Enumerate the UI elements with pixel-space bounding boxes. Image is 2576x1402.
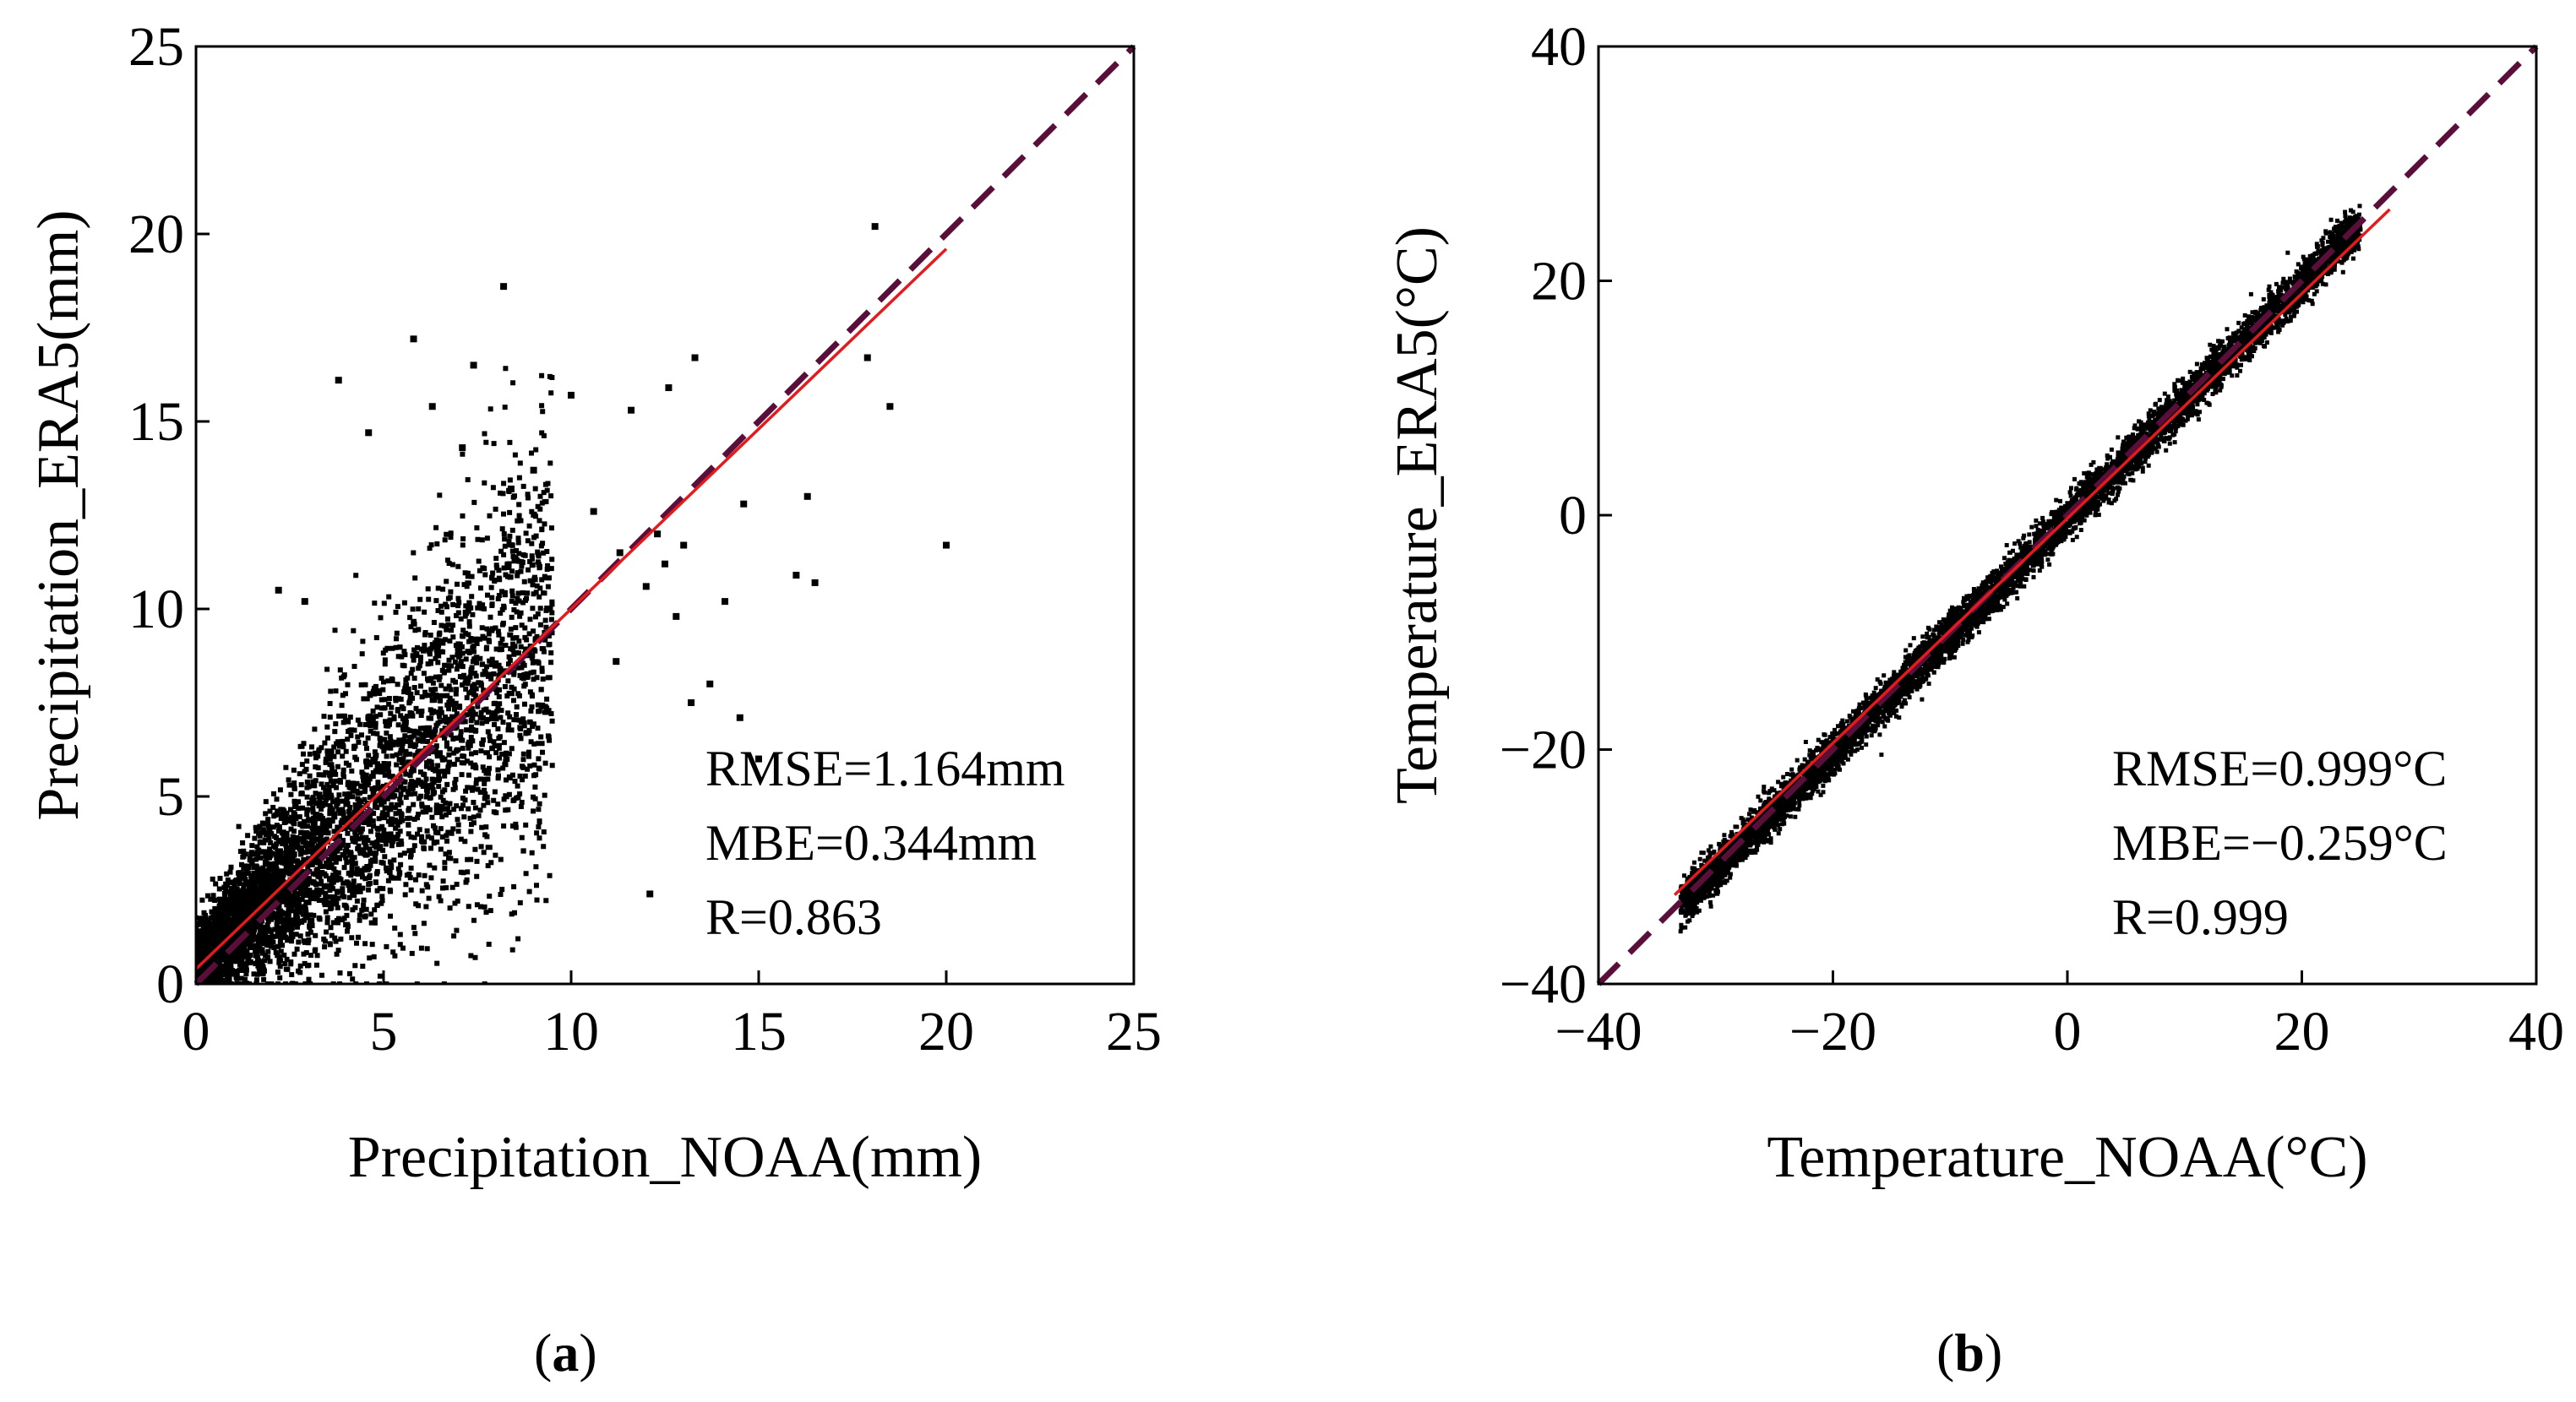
precipitation-data-point xyxy=(470,361,477,369)
precipitation-stat-mbe: MBE=0.344mm xyxy=(705,815,1037,871)
y-tick-label: −40 xyxy=(1500,954,1587,1015)
y-tick-label: 20 xyxy=(1531,251,1587,312)
precipitation-data-point xyxy=(688,699,695,706)
precipitation-stat-rmse: RMSE=1.164mm xyxy=(705,741,1065,796)
y-tick-label: 0 xyxy=(1559,485,1587,546)
y-tick-label: −20 xyxy=(1500,720,1587,781)
panel-label-a-letter: a xyxy=(552,1323,580,1383)
temperature-ticks: −40 −20 0 20 40 −40 −20 0 20 40 xyxy=(1500,16,2564,1062)
precipitation-data-point xyxy=(428,403,436,410)
precipitation-y-axis-label: Precipitation_ERA5(mm) xyxy=(26,209,91,820)
y-tick-label: 5 xyxy=(156,766,184,828)
temperature-stat-mbe: MBE=−0.259°C xyxy=(2112,815,2448,871)
temperature-point-cloud xyxy=(1678,204,2363,934)
x-tick-label: 0 xyxy=(182,1001,210,1062)
precipitation-data-point xyxy=(654,530,662,538)
y-tick-label: 20 xyxy=(128,204,184,265)
x-tick-label: 10 xyxy=(543,1001,599,1062)
x-tick-label: 20 xyxy=(2274,1001,2330,1062)
precipitation-data-point xyxy=(646,890,654,898)
y-tick-label: 15 xyxy=(128,391,184,453)
precipitation-point-cloud xyxy=(196,366,555,984)
precipitation-plot-frame xyxy=(194,45,1136,986)
precipitation-data-point xyxy=(863,354,871,361)
precipitation-fit-line xyxy=(194,247,948,970)
precipitation-data-point xyxy=(811,579,819,586)
temperature-stat-r: R=0.999 xyxy=(2112,889,2289,945)
precipitation-chart: 0 5 10 15 20 25 0 5 10 15 20 25 Precipitation_NOAA(… xyxy=(26,16,1162,1190)
y-tick-label: 10 xyxy=(128,579,184,640)
temperature-y-axis-label: Temperature_ERA5(°C) xyxy=(1385,226,1450,804)
temperature-identity-line xyxy=(1596,44,2539,986)
precipitation-data-point xyxy=(706,680,714,687)
precipitation-data-point xyxy=(507,485,515,492)
precipitation-stat-r: R=0.863 xyxy=(705,889,882,945)
precipitation-data-point xyxy=(680,541,688,549)
precipitation-points xyxy=(196,223,950,984)
precipitation-data-point xyxy=(590,508,597,515)
precipitation-ticks: 0 5 10 15 20 25 0 5 10 15 20 25 xyxy=(128,16,1162,1062)
precipitation-data-point xyxy=(568,391,575,399)
precipitation-data-point xyxy=(662,560,668,568)
precipitation-data-point xyxy=(803,492,811,500)
precipitation-data-point xyxy=(886,403,894,410)
precipitation-x-axis-label: Precipitation_NOAA(mm) xyxy=(348,1125,982,1190)
precipitation-data-point xyxy=(613,658,620,666)
precipitation-data-point xyxy=(871,223,879,231)
panel-label-a: (a) xyxy=(534,1323,597,1383)
precipitation-data-point xyxy=(365,429,373,437)
x-tick-label: −20 xyxy=(1789,1001,1876,1062)
temperature-points xyxy=(1678,204,2363,934)
precipitation-data-point xyxy=(410,335,417,343)
temperature-chart: −40 −20 0 20 40 −40 −20 0 20 40 Temperature_NOAA(… xyxy=(1385,16,2564,1190)
precipitation-data-point xyxy=(275,586,282,594)
x-tick-label: −40 xyxy=(1555,1001,1642,1062)
precipitation-data-point xyxy=(628,406,635,414)
precipitation-data-point xyxy=(665,384,673,392)
temperature-fit-line xyxy=(1673,208,2391,896)
panel-label-b: (b) xyxy=(1936,1323,2003,1383)
precipitation-data-point xyxy=(301,598,308,606)
precipitation-data-point xyxy=(755,755,762,763)
x-tick-label: 0 xyxy=(2054,1001,2082,1062)
panel-label-b-letter: b xyxy=(1954,1323,1985,1383)
y-tick-label: 0 xyxy=(156,954,184,1015)
x-tick-label: 15 xyxy=(731,1001,787,1062)
y-tick-label: 40 xyxy=(1531,16,1587,78)
x-tick-label: 40 xyxy=(2508,1001,2564,1062)
x-tick-label: 5 xyxy=(370,1001,398,1062)
precipitation-data-point xyxy=(500,283,508,291)
temperature-stat-rmse: RMSE=0.999°C xyxy=(2112,741,2447,796)
precipitation-data-point xyxy=(722,598,729,606)
precipitation-data-point xyxy=(792,572,800,579)
precipitation-data-point xyxy=(459,444,466,452)
x-tick-label: 20 xyxy=(918,1001,974,1062)
x-tick-label: 25 xyxy=(1106,1001,1162,1062)
precipitation-data-point xyxy=(642,583,650,590)
precipitation-data-point xyxy=(736,714,743,721)
precipitation-identity-line xyxy=(193,44,1136,986)
y-tick-label: 25 xyxy=(128,16,184,78)
precipitation-data-point xyxy=(673,612,680,620)
precipitation-data-point xyxy=(740,500,748,508)
temperature-x-axis-label: Temperature_NOAA(°C) xyxy=(1767,1125,2367,1190)
precipitation-data-point xyxy=(691,354,699,361)
precipitation-data-point xyxy=(616,549,624,557)
precipitation-data-point xyxy=(530,466,537,474)
precipitation-data-point xyxy=(943,541,950,549)
precipitation-data-point xyxy=(335,377,342,384)
